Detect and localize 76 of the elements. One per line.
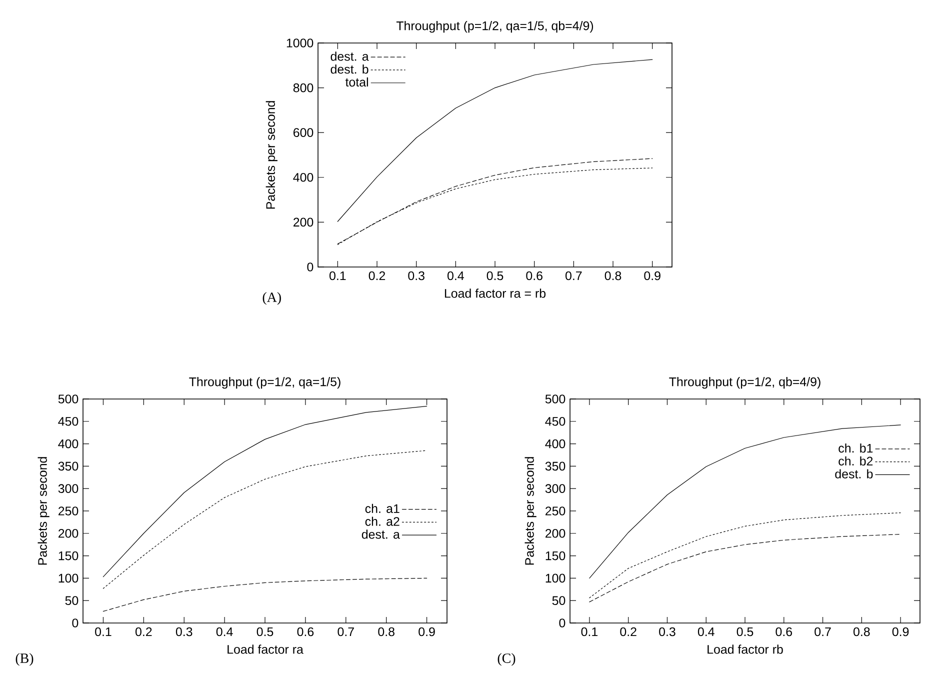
x-tick-label: 0.9 (418, 627, 435, 636)
y-tick-label: 200 (294, 218, 314, 227)
y-tick-label: 800 (293, 83, 314, 92)
x-tick-label: 0.2 (136, 627, 152, 636)
x-axis-title: Load factor rb (708, 644, 783, 654)
x-tick-label: 0.8 (854, 627, 870, 636)
legend-label: dest. a (330, 52, 369, 61)
x-tick-label: 0.3 (659, 627, 676, 636)
y-tick-label: 400 (545, 439, 566, 448)
y-tick-label: 200 (546, 528, 566, 538)
legend-label: dest. b (835, 469, 873, 478)
y-tick-label: 600 (294, 128, 314, 137)
legend-label: ch. b1 (838, 443, 873, 453)
x-tick-label: 0.3 (408, 271, 424, 280)
legend-label: ch. a2 (365, 516, 400, 526)
y-tick-label: 400 (293, 172, 314, 182)
y-tick-label: 150 (58, 551, 78, 560)
y-tick-label: 400 (58, 439, 78, 448)
y-tick-label: 500 (58, 394, 78, 404)
y-axis-title: Packets per second (524, 457, 536, 565)
y-tick-label: 100 (58, 574, 78, 583)
y-axis-title: Packets per second (266, 101, 278, 209)
x-tick-label: 0.6 (776, 627, 792, 636)
y-tick-label: 200 (58, 528, 78, 538)
y-tick-label: 450 (58, 416, 78, 426)
y-tick-label: 450 (545, 416, 566, 426)
x-tick-label: 0.2 (620, 627, 636, 636)
x-tick-label: 0.5 (486, 271, 504, 280)
legend-label: ch. a1 (365, 504, 400, 514)
x-tick-label: 0.9 (892, 627, 909, 636)
legend-label: total (345, 77, 368, 87)
y-tick-label: 300 (545, 484, 566, 493)
x-tick-label: 0.7 (814, 627, 831, 636)
y-tick-label: 300 (58, 484, 78, 493)
y-tick-label: 250 (546, 506, 566, 516)
y-tick-label: 500 (545, 394, 566, 404)
y-tick-label: 0 (72, 618, 78, 628)
x-tick-label: 0.5 (256, 627, 274, 636)
x-tick-label: 0.1 (330, 271, 346, 280)
x-tick-label: 0.2 (368, 271, 386, 280)
legend-label: dest. a (362, 530, 400, 539)
x-tick-label: 0.8 (604, 271, 622, 280)
y-tick-label: 0 (559, 618, 566, 628)
x-tick-label: 0.6 (297, 627, 314, 636)
y-tick-label: 0 (307, 262, 314, 272)
y-tick-label: 1000 (286, 38, 314, 48)
x-tick-label: 0.4 (448, 271, 464, 280)
y-tick-label: 250 (58, 506, 78, 516)
text: (C) (498, 653, 516, 666)
text: (A) (262, 292, 281, 305)
x-tick-label: 0.3 (176, 627, 192, 636)
legend-label: ch. b2 (838, 456, 873, 466)
y-tick-label: 350 (58, 462, 78, 471)
x-tick-label: 0.7 (338, 627, 354, 636)
y-tick-label: 50 (552, 596, 566, 605)
x-tick-label: 0.1 (95, 627, 112, 636)
x-axis-title: Load factor ra = rb (444, 288, 546, 298)
y-tick-label: 50 (65, 596, 78, 605)
x-tick-label: 0.1 (581, 627, 598, 636)
legend-label: dest. b (330, 64, 368, 74)
y-tick-label: 150 (546, 551, 566, 560)
chart-title: Throughput (p=1/2, qa=1/5, qb=4/9) (396, 21, 594, 33)
x-tick-label: 0.8 (378, 627, 394, 636)
x-tick-label: 0.5 (736, 627, 754, 636)
x-axis-title: Load factor ra (228, 644, 304, 654)
chart-title: Throughput (p=1/2, qb=4/9) (669, 377, 820, 389)
y-tick-label: 350 (545, 462, 566, 471)
x-tick-label: 0.7 (566, 271, 582, 280)
y-tick-label: 100 (546, 574, 566, 583)
text: (B) (16, 653, 34, 666)
x-tick-label: 0.6 (526, 271, 542, 280)
chart-title: Throughput (p=1/2, qa=1/5) (189, 377, 340, 389)
x-tick-label: 0.4 (216, 627, 233, 636)
y-axis-title: Packets per second (38, 457, 50, 565)
x-tick-label: 0.4 (698, 627, 714, 636)
x-tick-label: 0.9 (644, 271, 660, 280)
